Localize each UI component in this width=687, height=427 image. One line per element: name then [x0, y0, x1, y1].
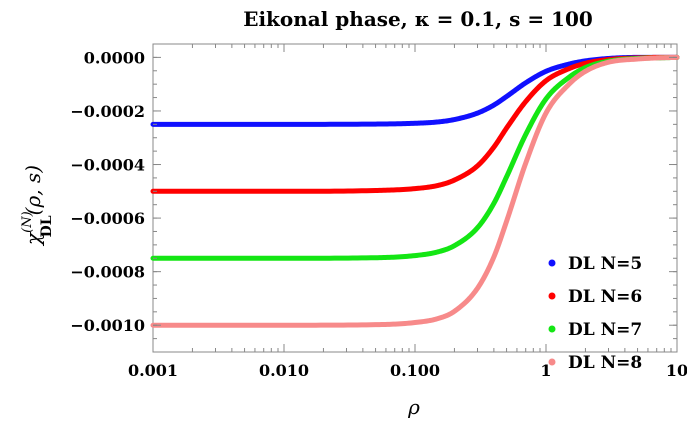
legend-marker-3	[548, 325, 556, 333]
legend-label-4: DL N=8	[568, 353, 642, 373]
y-tick-label: −0.0004	[70, 156, 145, 175]
y-tick-label: −0.0002	[70, 102, 145, 121]
x-axis-label: ρ	[407, 395, 420, 419]
x-tick-label: 0.100	[390, 361, 440, 380]
y-tick-label: −0.0010	[70, 316, 145, 335]
y-label-sup: (N)	[20, 211, 35, 233]
legend: DL N=5 DL N=6 DL N=7 DL N=8	[548, 254, 642, 373]
chart-title: Eikonal phase, κ = 0.1, s = 100	[243, 7, 593, 31]
legend-label-3: DL N=7	[568, 320, 642, 340]
y-tick-label: −0.0008	[70, 263, 145, 282]
y-tick-label: −0.0006	[70, 209, 145, 228]
legend-label-2: DL N=6	[568, 287, 642, 307]
y-tick-label: 0.0000	[84, 48, 145, 67]
legend-label-1: DL N=5	[568, 254, 642, 274]
series-line-3	[150, 54, 680, 261]
y-label-args: (ρ, s)	[21, 165, 45, 215]
series-line-4	[150, 54, 680, 328]
series-layer	[150, 54, 680, 328]
legend-marker-4	[548, 358, 556, 366]
x-tick-label: 0.001	[128, 361, 178, 380]
y-label-base: χ	[21, 231, 45, 247]
legend-marker-1	[548, 259, 556, 267]
x-tick-label: 1	[540, 361, 551, 380]
x-tick-label: 10	[666, 361, 687, 380]
legend-marker-2	[548, 292, 556, 300]
x-tick-label: 0.010	[259, 361, 309, 380]
y-axis-label: χ(N) DL(ρ, s)	[20, 165, 55, 247]
svg-text:χ(N)DL(ρ, s): χ(N) DL(ρ, s)	[20, 165, 55, 247]
axis-layer: 0.001 0.010 0.100 1 10 0.0000 −0.0002 −0.0004 −0…	[70, 44, 687, 380]
y-label-sub: DL	[39, 215, 55, 237]
